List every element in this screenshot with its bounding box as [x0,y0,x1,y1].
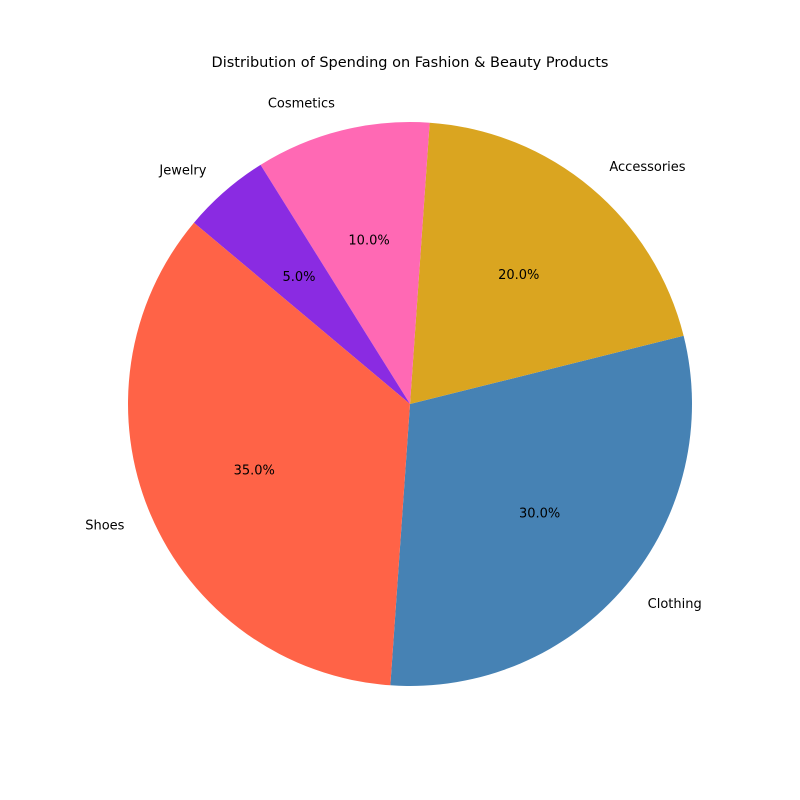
slice-label-shoes: Shoes [85,519,124,534]
pct-label-clothing: 30.0% [519,506,560,521]
pct-label-cosmetics: 10.0% [348,233,389,248]
pct-label-shoes: 35.0% [234,464,275,479]
slice-label-accessories: Accessories [609,160,685,175]
pie-slices [128,122,692,686]
pie-labels: Clothing 30.0% Accessories 20.0% Cosmetics 10… [85,97,701,612]
pie-slice-accessories [410,122,684,404]
chart-title: Distribution of Spending on Fashion & Be… [212,55,609,71]
pct-label-jewelry: 5.0% [282,270,315,285]
slice-label-cosmetics: Cosmetics [268,97,335,112]
pie-slice-shoes [128,222,410,686]
slice-label-clothing: Clothing [648,597,702,612]
pct-label-accessories: 20.0% [498,268,539,283]
slice-label-jewelry: Jewelry [158,163,206,178]
pie-slice-jewelry [193,164,410,404]
pie-slice-cosmetics [260,122,430,404]
pie-slice-clothing [390,335,692,686]
